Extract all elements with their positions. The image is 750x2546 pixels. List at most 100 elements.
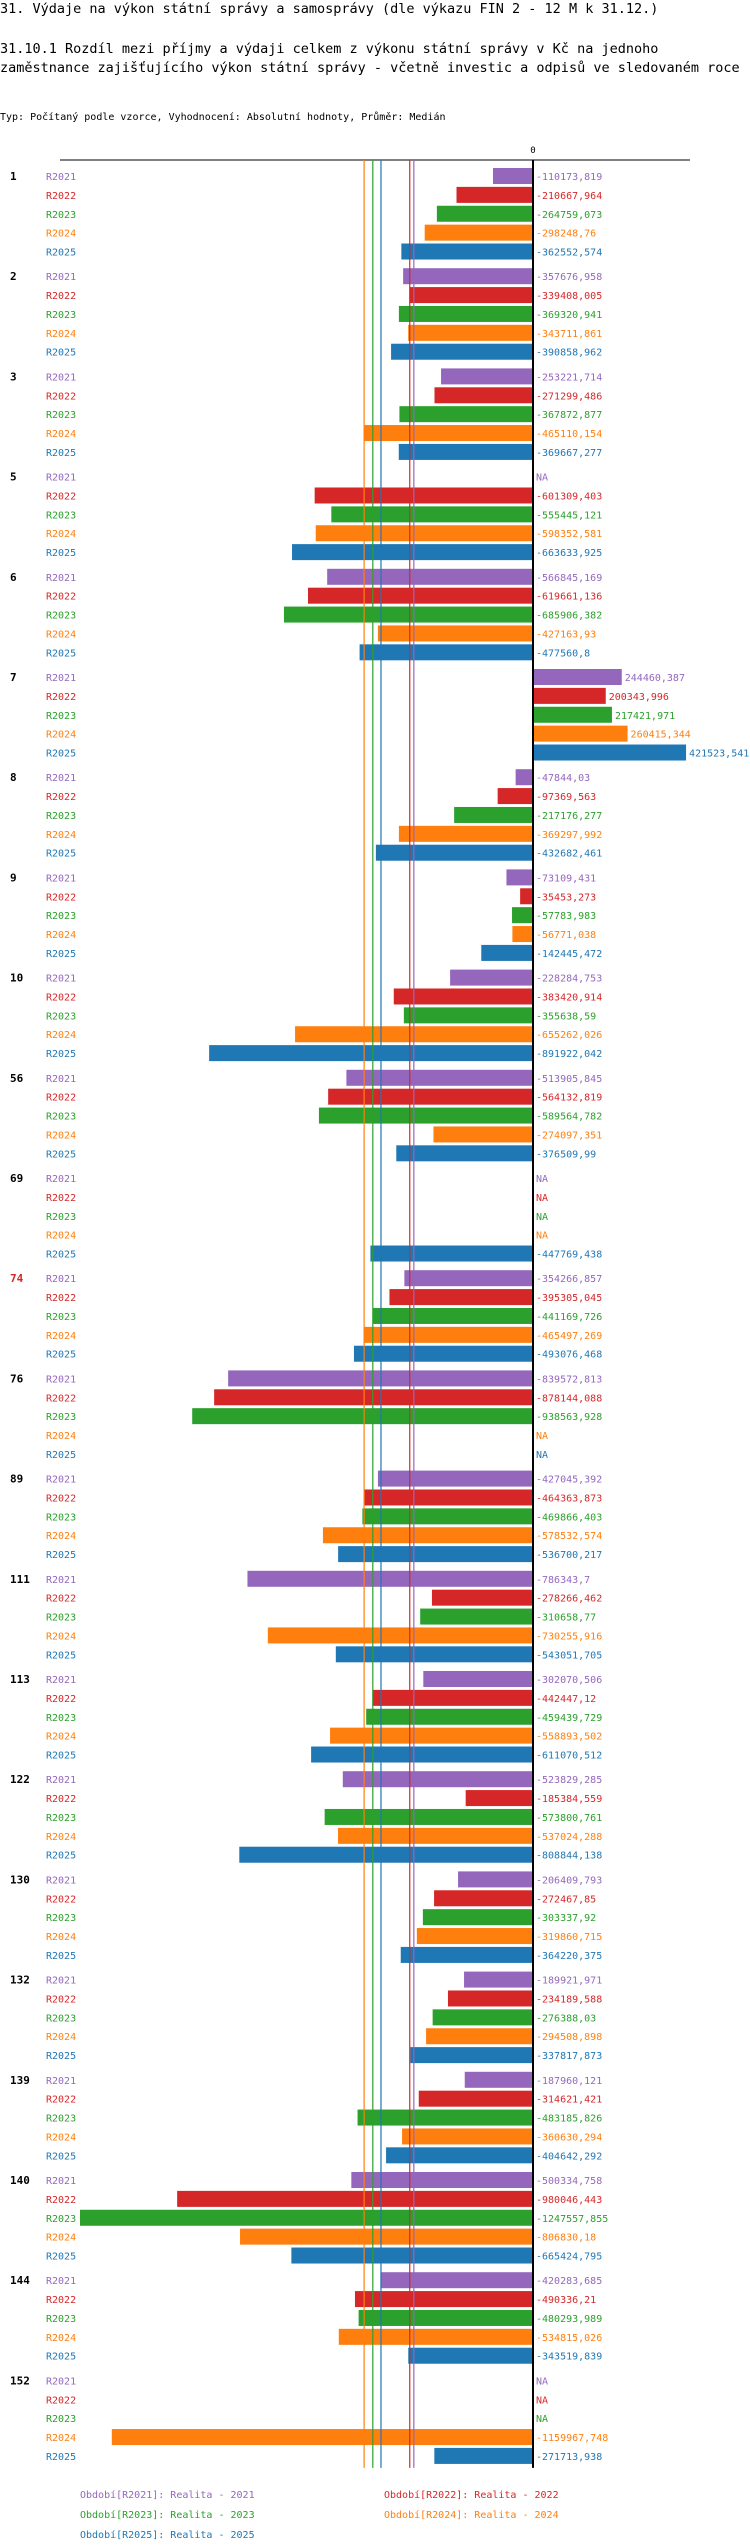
series-label-5-R2024: R2024 [46, 529, 76, 540]
value-label-10-R2021: -228284,753 [536, 974, 602, 985]
series-label-122-R2022: R2022 [46, 1794, 76, 1805]
series-label-1-R2025: R2025 [46, 248, 76, 259]
series-label-132-R2022: R2022 [46, 1994, 76, 2005]
value-label-74-R2021: -354266,857 [536, 1274, 602, 1285]
series-label-7-R2024: R2024 [46, 730, 76, 741]
series-label-111-R2022: R2022 [46, 1594, 76, 1605]
series-label-152-R2022: R2022 [46, 2395, 76, 2406]
value-label-2-R2021: -357676,958 [536, 272, 602, 283]
bar-89-R2025 [338, 1546, 533, 1563]
bar-152-R2025 [434, 2447, 533, 2464]
bar-2-R2024 [408, 324, 533, 341]
series-label-140-R2023: R2023 [46, 2214, 76, 2225]
group-label-6: 6 [10, 571, 17, 584]
bar-130-R2022 [434, 1890, 533, 1907]
value-label-140-R2021: -500334,758 [536, 2176, 602, 2187]
series-label-89-R2021: R2021 [46, 1475, 76, 1486]
series-label-6-R2023: R2023 [46, 611, 76, 622]
value-label-132-R2024: -294508,898 [536, 2032, 602, 2043]
chart-subtitle: 31.10.1 Rozdíl mezi příjmy a výdaji celk… [0, 41, 740, 76]
bar-7-R2022 [533, 687, 606, 704]
value-label-6-R2023: -685906,382 [536, 611, 602, 622]
group-label-74: 74 [10, 1272, 24, 1285]
value-label-144-R2024: -534815,026 [536, 2333, 602, 2344]
bar-122-R2025 [239, 1846, 533, 1863]
value-label-7-R2023: 217421,971 [615, 711, 675, 722]
bar-3-R2025 [398, 443, 533, 460]
series-label-113-R2021: R2021 [46, 1675, 76, 1686]
group-label-5: 5 [10, 471, 17, 484]
bar-1-R2025 [401, 243, 533, 260]
group-label-130: 130 [10, 1873, 30, 1886]
series-label-8-R2023: R2023 [46, 811, 76, 822]
series-label-122-R2025: R2025 [46, 1851, 76, 1862]
value-label-74-R2024: -465497,269 [536, 1331, 602, 1342]
value-label-9-R2022: -35453,273 [536, 892, 596, 903]
value-label-2-R2024: -343711,861 [536, 329, 602, 340]
value-label-113-R2025: -611070,512 [536, 1751, 602, 1762]
series-label-9-R2022: R2022 [46, 892, 76, 903]
bar-140-R2023 [80, 2209, 533, 2226]
value-label-130-R2024: -319860,715 [536, 1932, 602, 1943]
series-label-152-R2025: R2025 [46, 2452, 76, 2463]
bar-69-R2025 [370, 1245, 533, 1262]
value-label-113-R2021: -302070,506 [536, 1675, 602, 1686]
value-label-144-R2025: -343519,839 [536, 2352, 602, 2363]
series-label-140-R2022: R2022 [46, 2195, 76, 2206]
value-label-140-R2023: -1247557,855 [536, 2214, 608, 2225]
series-label-1-R2023: R2023 [46, 210, 76, 221]
value-label-9-R2023: -57783,983 [536, 911, 596, 922]
value-label-69-R2023: NA [536, 1212, 548, 1223]
value-label-139-R2025: -404642,292 [536, 2151, 602, 2162]
group-label-144: 144 [10, 2274, 30, 2287]
value-label-152-R2024: -1159967,748 [536, 2433, 608, 2444]
value-label-74-R2022: -395305,045 [536, 1293, 602, 1304]
bar-5-R2023 [331, 506, 533, 523]
value-label-89-R2025: -536700,217 [536, 1550, 602, 1561]
group-label-56: 56 [10, 1072, 24, 1085]
series-label-2-R2024: R2024 [46, 329, 76, 340]
series-label-152-R2021: R2021 [46, 2376, 76, 2387]
bar-8-R2023 [454, 806, 533, 823]
series-label-5-R2025: R2025 [46, 548, 76, 559]
bar-139-R2022 [418, 2090, 533, 2107]
series-label-122-R2021: R2021 [46, 1775, 76, 1786]
series-label-3-R2024: R2024 [46, 429, 76, 440]
group-label-1: 1 [10, 170, 17, 183]
value-label-1-R2023: -264759,073 [536, 210, 602, 221]
series-label-76-R2025: R2025 [46, 1450, 76, 1461]
bar-1-R2023 [436, 205, 533, 222]
bar-111-R2024 [267, 1627, 533, 1644]
bar-89-R2023 [362, 1508, 533, 1525]
value-label-152-R2022: NA [536, 2395, 548, 2406]
bar-111-R2025 [335, 1646, 533, 1663]
bar-144-R2024 [338, 2328, 533, 2345]
group-label-89: 89 [10, 1473, 23, 1486]
value-label-6-R2021: -566845,169 [536, 573, 602, 584]
series-label-6-R2025: R2025 [46, 648, 76, 659]
value-label-111-R2023: -310658,77 [536, 1613, 596, 1624]
value-label-8-R2021: -47844,03 [536, 773, 590, 784]
bar-139-R2023 [357, 2109, 533, 2126]
bar-6-R2022 [307, 587, 533, 604]
series-label-1-R2024: R2024 [46, 229, 76, 240]
value-label-130-R2025: -364220,375 [536, 1951, 602, 1962]
group-label-111: 111 [10, 1573, 30, 1586]
bar-144-R2022 [354, 2291, 533, 2308]
bar-10-R2021 [450, 969, 533, 986]
value-label-89-R2022: -464363,873 [536, 1493, 602, 1504]
bar-9-R2022 [520, 888, 533, 905]
value-label-111-R2022: -278266,462 [536, 1594, 602, 1605]
group-label-139: 139 [10, 2074, 30, 2087]
bar-8-R2024 [398, 825, 533, 842]
series-label-9-R2024: R2024 [46, 930, 76, 941]
value-label-122-R2023: -573800,761 [536, 1813, 602, 1824]
series-label-89-R2025: R2025 [46, 1550, 76, 1561]
value-label-10-R2023: -355638,59 [536, 1011, 596, 1022]
bar-111-R2022 [431, 1589, 533, 1606]
value-label-69-R2021: NA [536, 1174, 548, 1185]
series-label-144-R2021: R2021 [46, 2276, 76, 2287]
series-label-89-R2023: R2023 [46, 1512, 76, 1523]
series-label-5-R2021: R2021 [46, 473, 76, 484]
